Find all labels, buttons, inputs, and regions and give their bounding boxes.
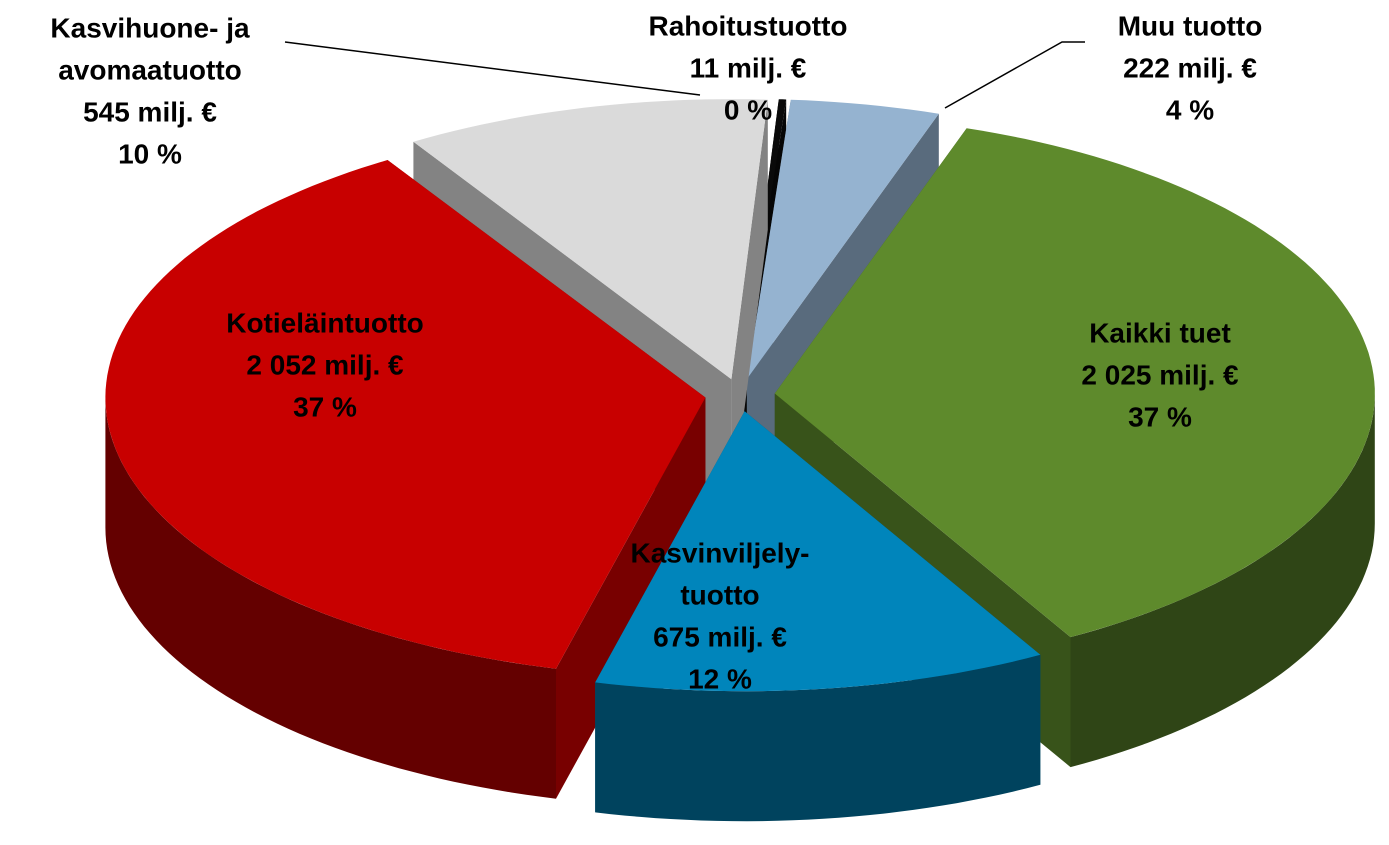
slice-top bbox=[413, 99, 768, 380]
data-label: 545 milj. € bbox=[83, 96, 217, 127]
data-label: 10 % bbox=[118, 138, 182, 169]
slice-top bbox=[774, 128, 1375, 638]
data-label: Muu tuotto bbox=[1118, 10, 1263, 41]
data-label: Rahoitustuotto bbox=[648, 10, 847, 41]
data-label: 37 % bbox=[293, 391, 357, 422]
slice-side bbox=[105, 397, 557, 799]
slice-top bbox=[746, 99, 939, 379]
data-label: 11 milj. € bbox=[690, 52, 807, 83]
data-label: tuotto bbox=[680, 579, 759, 610]
data-label: Kasvinviljely- bbox=[631, 537, 810, 568]
slice-side bbox=[1070, 393, 1375, 768]
data-label: Kasvihuone- ja bbox=[50, 12, 250, 43]
leader-line bbox=[284, 41, 701, 96]
slice bbox=[774, 128, 1375, 768]
leader-line bbox=[944, 41, 1085, 109]
data-label: 4 % bbox=[1166, 94, 1214, 125]
slice-wall bbox=[731, 99, 768, 510]
data-label: 222 milj. € bbox=[1123, 52, 1257, 83]
data-label: Kotieläintuotto bbox=[226, 307, 424, 338]
data-label: 12 % bbox=[688, 663, 752, 694]
data-label: avomaatuotto bbox=[58, 54, 242, 85]
slice bbox=[105, 160, 706, 799]
data-label: 0 % bbox=[724, 94, 772, 125]
slice-side bbox=[595, 654, 1041, 822]
data-label: 675 milj. € bbox=[653, 621, 787, 652]
data-label: Kaikki tuet bbox=[1089, 317, 1231, 348]
data-label: 37 % bbox=[1128, 401, 1192, 432]
data-label: 2 025 milj. € bbox=[1081, 359, 1239, 390]
data-label: 2 052 milj. € bbox=[246, 349, 404, 380]
slice-top bbox=[105, 160, 706, 669]
slice-top bbox=[595, 411, 1041, 692]
slice bbox=[595, 411, 1041, 822]
